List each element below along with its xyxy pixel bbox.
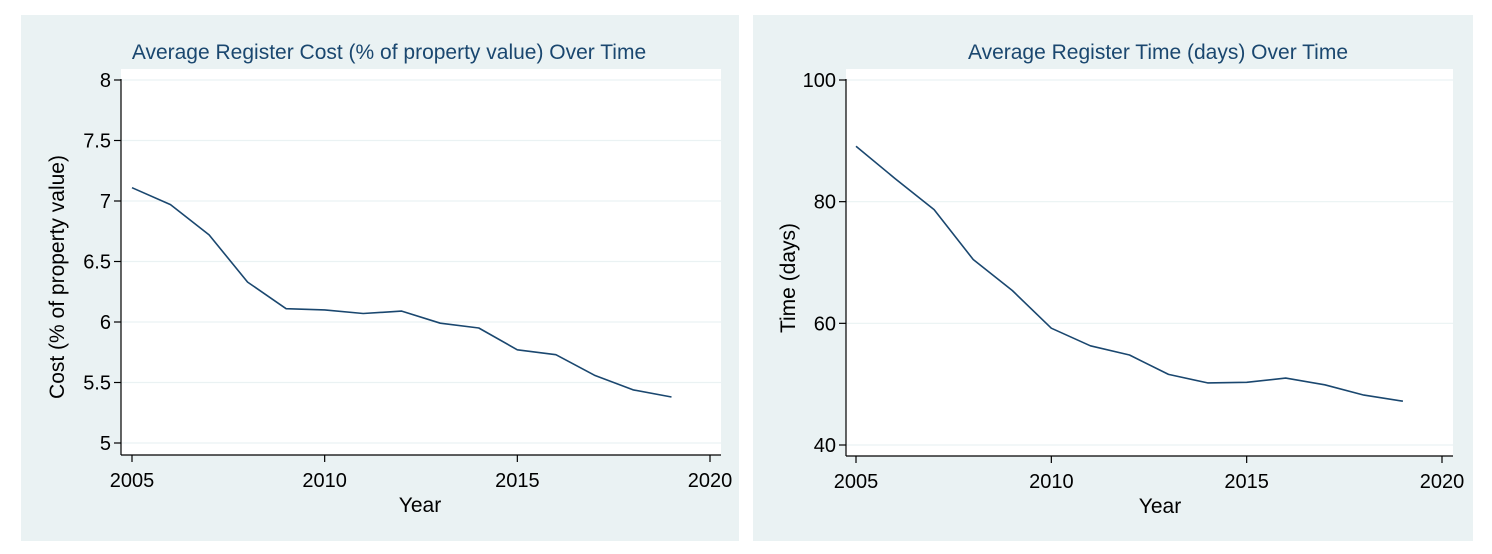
chart-title: Average Register Time (days) Over Time bbox=[968, 41, 1348, 64]
y-tick-label: 6 bbox=[100, 312, 111, 334]
chart-panel-cost: Average Register Cost (% of property val… bbox=[21, 15, 739, 541]
y-axis-label: Time (days) bbox=[777, 223, 800, 333]
chart-title: Average Register Cost (% of property val… bbox=[132, 41, 646, 64]
y-tick-label: 5 bbox=[100, 433, 111, 455]
y-tick-label: 100 bbox=[803, 70, 836, 92]
series-line bbox=[131, 186, 672, 398]
x-tick-label: 2010 bbox=[1029, 471, 1074, 493]
y-tick-label: 80 bbox=[814, 192, 836, 214]
y-tick-label: 40 bbox=[814, 435, 836, 457]
y-tick-label: 5.5 bbox=[83, 373, 111, 395]
y-tick-label: 7 bbox=[100, 191, 111, 213]
x-tick-label: 2015 bbox=[1224, 471, 1269, 493]
x-tick-label: 2005 bbox=[834, 471, 879, 493]
series-line bbox=[855, 145, 1404, 402]
plot-area bbox=[846, 69, 1453, 456]
cost-chart-svg: Average Register Cost (% of property val… bbox=[46, 41, 733, 517]
y-tick-label: 60 bbox=[814, 313, 836, 335]
y-axis-label: Cost (% of property value) bbox=[46, 155, 69, 399]
x-tick-label: 2020 bbox=[1420, 471, 1465, 493]
x-tick-label: 2010 bbox=[302, 470, 347, 492]
x-tick-label: 2015 bbox=[495, 470, 540, 492]
y-tick-label: 7.5 bbox=[83, 131, 111, 153]
x-tick-label: 2020 bbox=[688, 470, 733, 492]
time-chart-svg: Average Register Time (days) Over Time Y… bbox=[777, 41, 1465, 518]
chart-panel-time: Average Register Time (days) Over Time Y… bbox=[753, 15, 1473, 541]
y-tick-label: 6.5 bbox=[83, 252, 111, 274]
x-axis-label: Year bbox=[1139, 495, 1181, 518]
x-axis-label: Year bbox=[399, 494, 441, 517]
x-tick-label: 2005 bbox=[110, 470, 155, 492]
y-tick-label: 8 bbox=[100, 70, 111, 92]
